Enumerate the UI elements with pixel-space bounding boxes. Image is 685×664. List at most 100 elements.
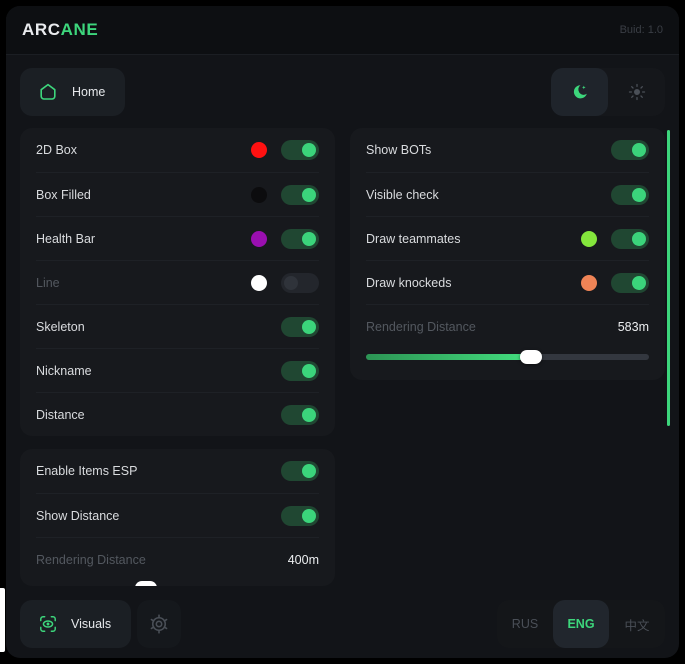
toggle-distance[interactable] <box>281 404 319 425</box>
items-esp-panel: Enable Items ESP Show Distance Rendering… <box>20 449 335 586</box>
setting-row-rendering-distance-items: Rendering Distance 400m <box>36 537 319 581</box>
light-mode-button[interactable] <box>608 68 665 116</box>
setting-row-box-filled: Box Filled <box>36 172 319 216</box>
toggle-draw-teammates[interactable] <box>611 228 649 249</box>
setting-label: Line <box>36 275 60 290</box>
toggle-knob <box>632 231 646 246</box>
visuals-tab-label: Visuals <box>71 617 112 631</box>
setting-row-skeleton: Skeleton <box>36 304 319 348</box>
toggle-knob <box>632 187 646 202</box>
toggle-knob <box>302 187 316 202</box>
theme-switcher <box>551 68 665 116</box>
app-window: ARCANE Buid: 1.0 Home <box>6 6 679 658</box>
left-column: 2D Box Box Filled Health Bar <box>20 128 335 586</box>
toggle-knob <box>302 508 316 523</box>
language-switcher: RUS ENG 中文 <box>497 600 665 648</box>
toggle-knob <box>302 363 316 378</box>
toggle-2d-box[interactable] <box>281 140 319 160</box>
edge-indicator <box>0 588 5 652</box>
setting-label: Visible check <box>366 187 439 202</box>
rendering-distance-value: 583m <box>617 319 649 334</box>
toggle-show-distance[interactable] <box>281 505 319 526</box>
toggle-knob <box>632 143 646 157</box>
home-tab-label: Home <box>72 85 106 99</box>
right-column: Show BOTs Visible check Draw teammates <box>350 128 665 380</box>
setting-label: Rendering Distance <box>36 552 146 567</box>
setting-label: Draw teammates <box>366 231 461 246</box>
setting-row-health-bar: Health Bar <box>36 216 319 260</box>
setting-label: Show BOTs <box>366 143 432 157</box>
visuals-tab-button[interactable]: Visuals <box>20 600 132 648</box>
setting-label: Draw knockeds <box>366 275 452 290</box>
home-icon <box>40 83 56 100</box>
setting-label: Distance <box>36 407 85 422</box>
color-swatch[interactable] <box>251 186 267 203</box>
titlebar: ARCANE Buid: 1.0 <box>6 6 679 55</box>
toggle-knob <box>302 231 316 246</box>
toggle-show-bots[interactable] <box>611 140 649 160</box>
toggle-health-bar[interactable] <box>281 228 319 249</box>
setting-label: Show Distance <box>36 508 120 523</box>
moon-icon <box>573 85 587 99</box>
slider-knob[interactable] <box>519 350 542 364</box>
toggle-knob <box>302 319 316 334</box>
brand-prefix: ARC <box>22 20 61 39</box>
toggle-knob <box>302 464 316 478</box>
setting-label: Enable Items ESP <box>36 464 138 478</box>
color-swatch[interactable] <box>581 274 597 291</box>
content-area: 2D Box Box Filled Health Bar <box>6 116 679 586</box>
slider-fill <box>366 354 531 360</box>
gear-icon <box>150 614 168 634</box>
home-tab-button[interactable]: Home <box>20 68 126 116</box>
scrollbar[interactable] <box>667 130 670 426</box>
toggle-knob <box>284 275 298 290</box>
toggle-knob <box>302 143 316 157</box>
toggle-box-filled[interactable] <box>281 184 319 205</box>
brand-suffix: ANE <box>60 20 99 39</box>
setting-label: Health Bar <box>36 231 96 246</box>
toggle-knob <box>632 275 646 290</box>
setting-row-line: Line <box>36 260 319 304</box>
app-logo: ARCANE <box>22 20 98 40</box>
setting-row-distance: Distance <box>36 392 319 436</box>
language-button-zh[interactable]: 中文 <box>609 600 665 648</box>
toggle-draw-knockeds[interactable] <box>611 272 649 293</box>
build-version: Buid: 1.0 <box>619 24 663 36</box>
toggle-nickname[interactable] <box>281 360 319 381</box>
nav-row: Home <box>6 55 679 116</box>
toggle-knob <box>302 407 316 422</box>
setting-row-2d-box: 2D Box <box>36 128 319 172</box>
rendering-distance-slider-wrap <box>366 350 649 380</box>
setting-label: 2D Box <box>36 143 77 157</box>
setting-label: Box Filled <box>36 187 91 202</box>
language-button-rus[interactable]: RUS <box>497 600 553 648</box>
setting-row-nickname: Nickname <box>36 348 319 392</box>
color-swatch[interactable] <box>251 274 267 291</box>
toggle-enable-items-esp[interactable] <box>281 461 319 481</box>
visuals-eye-icon <box>40 616 56 632</box>
slider-knob-clipped[interactable] <box>135 581 157 586</box>
toggle-visible-check[interactable] <box>611 184 649 205</box>
color-swatch[interactable] <box>581 230 597 247</box>
setting-row-enable-items-esp: Enable Items ESP <box>36 449 319 493</box>
color-swatch[interactable] <box>251 230 267 247</box>
bottom-bar: Visuals RUS ENG 中文 <box>20 600 665 648</box>
setting-row-show-bots: Show BOTs <box>366 128 649 172</box>
setting-row-rendering-distance-bots: Rendering Distance 583m <box>366 304 649 348</box>
setting-row-visible-check: Visible check <box>366 172 649 216</box>
toggle-skeleton[interactable] <box>281 316 319 337</box>
language-button-eng[interactable]: ENG <box>553 600 609 648</box>
rendering-distance-slider[interactable] <box>366 350 649 364</box>
setting-row-draw-teammates: Draw teammates <box>366 216 649 260</box>
setting-row-draw-knockeds: Draw knockeds <box>366 260 649 304</box>
sun-icon <box>628 83 645 101</box>
setting-label: Rendering Distance <box>366 319 476 334</box>
settings-button[interactable] <box>137 600 182 648</box>
toggle-line[interactable] <box>281 272 319 293</box>
setting-row-show-distance: Show Distance <box>36 493 319 537</box>
color-swatch[interactable] <box>251 142 267 158</box>
esp-panel: 2D Box Box Filled Health Bar <box>20 128 335 436</box>
dark-mode-button[interactable] <box>551 68 608 116</box>
setting-label: Skeleton <box>36 319 85 334</box>
bots-panel: Show BOTs Visible check Draw teammates <box>350 128 665 380</box>
